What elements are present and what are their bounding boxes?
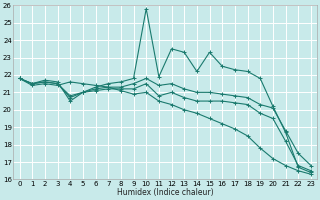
X-axis label: Humidex (Indice chaleur): Humidex (Indice chaleur) <box>117 188 213 197</box>
